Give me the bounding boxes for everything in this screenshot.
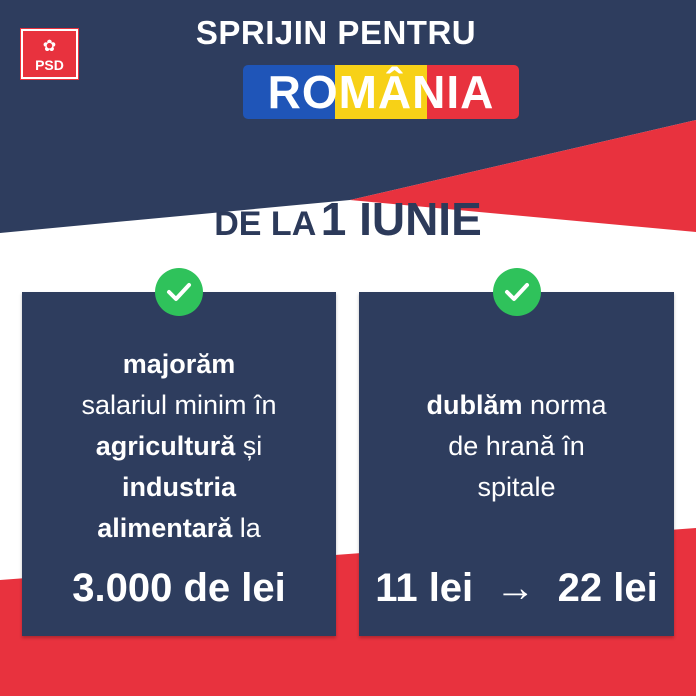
card-highlight: 11 lei → 22 lei xyxy=(375,566,658,610)
card-text-line: majorăm xyxy=(22,344,336,385)
text: norma xyxy=(522,390,607,420)
romania-flag-banner: ROMÂNIA xyxy=(243,65,519,119)
text: și xyxy=(235,431,263,461)
emphasis-text: alimentară xyxy=(97,513,233,543)
card-text-line: de hrană în xyxy=(359,426,674,467)
card-text-line: spitale xyxy=(359,467,674,508)
start-date: DE LA 1 IUNIE xyxy=(214,193,482,245)
headline: SPRIJIN PENTRU xyxy=(195,14,477,51)
card-text-line: industria xyxy=(22,467,336,508)
emphasis-text: agricultură xyxy=(95,431,236,461)
card-text-line: salariul minim în xyxy=(22,385,336,426)
text: de hrană în xyxy=(448,431,585,461)
card-highlight: 3.000 de lei xyxy=(72,566,286,610)
emphasis-text: industria xyxy=(121,472,236,502)
card-text-line: agricultură și xyxy=(22,426,336,467)
headline-country: ROMÂNIA xyxy=(267,66,495,118)
card-text: dublăm norma de hrană în spitale xyxy=(359,385,674,508)
card-text-line: alimentară la xyxy=(22,508,336,549)
check-icon xyxy=(492,268,541,316)
card-text-line: dublăm norma xyxy=(359,385,674,426)
logo-text: PSD xyxy=(35,57,64,73)
check-icon xyxy=(155,268,203,316)
text: spitale xyxy=(477,472,556,502)
emphasis-text: dublăm xyxy=(426,390,523,420)
measure-card-minimum-wage: majorăm salariul minim în agricultură și in… xyxy=(22,268,336,636)
red-accent-wedge xyxy=(350,120,696,232)
rose-icon: ✿ xyxy=(42,38,57,55)
text: salariul minim în xyxy=(81,390,277,420)
measure-card-hospital-food: dublăm norma de hrană în spitale 11 lei → … xyxy=(359,268,674,636)
emphasis-text: majorăm xyxy=(122,349,236,379)
card-text: majorăm salariul minim în agricultură și in… xyxy=(22,344,336,549)
psd-logo: ✿ PSD xyxy=(20,28,79,80)
text: la xyxy=(232,513,261,543)
